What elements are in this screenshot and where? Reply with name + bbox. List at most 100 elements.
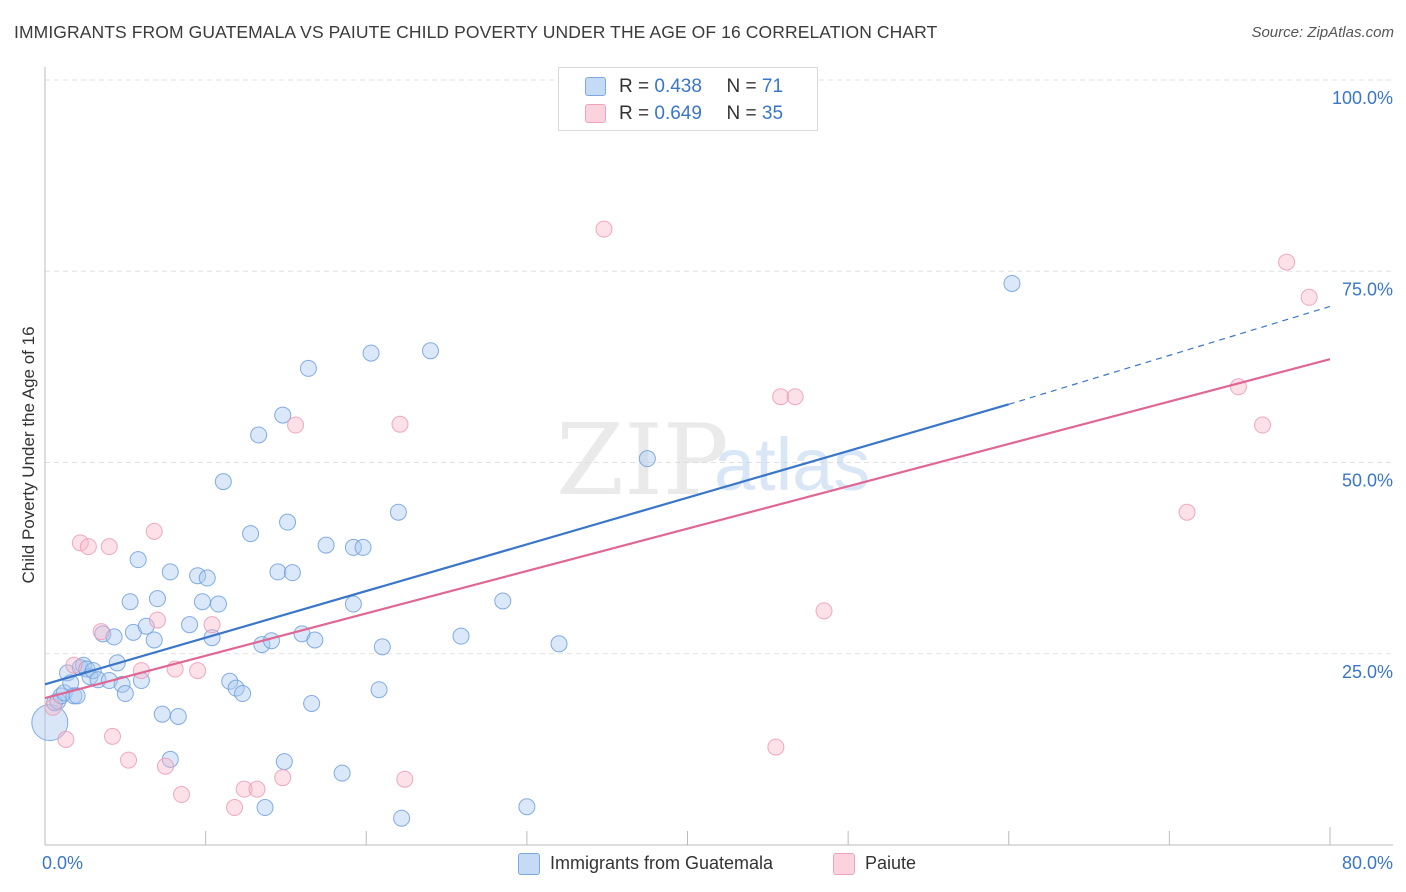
watermark-zip: ZIP (556, 404, 729, 518)
point-guatemala (1003, 274, 1021, 292)
watermark: ZIP atlas (556, 404, 870, 518)
point-guatemala (193, 593, 211, 611)
tick-labels: 25.0% 50.0% 75.0% 100.0% 0.0% 80.0% (42, 88, 1393, 873)
point-guatemala (105, 628, 123, 646)
point-guatemala (116, 685, 134, 703)
point-paiute (287, 416, 305, 434)
legend-swatch-pink (585, 104, 606, 123)
point-guatemala (422, 342, 439, 360)
point-guatemala (209, 595, 227, 613)
y-tick-label: 75.0% (1342, 279, 1393, 299)
point-guatemala (214, 473, 232, 491)
point-guatemala (362, 344, 380, 362)
point-paiute (595, 220, 613, 238)
legend-stats: R = 0.438 N = 71 R = 0.649 N = 35 (558, 67, 818, 131)
point-guatemala (274, 406, 292, 424)
y-tick-label: 100.0% (1332, 88, 1393, 108)
point-paiute (79, 538, 97, 556)
point-guatemala (221, 672, 239, 690)
point-guatemala (269, 563, 287, 581)
legend-swatch-pink (833, 853, 855, 875)
legend-r-value: 0.649 (654, 103, 702, 124)
point-paiute (65, 656, 83, 674)
point-guatemala (299, 359, 317, 377)
point-paiute (396, 770, 414, 788)
point-paiute (815, 602, 833, 620)
point-paiute (772, 388, 790, 406)
point-guatemala (279, 513, 297, 531)
point-paiute (1254, 416, 1272, 434)
point-paiute (189, 662, 207, 680)
point-paiute (203, 616, 221, 634)
point-guatemala (344, 595, 362, 613)
trend-line-guatemala (44, 403, 1010, 686)
point-paiute (1178, 503, 1196, 521)
point-guatemala (275, 753, 293, 771)
point-paiute (235, 780, 253, 798)
point-guatemala (638, 450, 656, 468)
point-guatemala (234, 685, 252, 703)
point-paiute (148, 611, 166, 629)
data-points (31, 220, 1318, 827)
point-guatemala (129, 551, 147, 569)
point-paiute (120, 751, 138, 769)
legend-series: Immigrants from Guatemala Paiute (0, 852, 1406, 878)
axes (44, 67, 1393, 846)
point-guatemala (373, 638, 391, 656)
point-guatemala (389, 503, 407, 521)
point-guatemala (31, 704, 69, 742)
point-guatemala (153, 705, 171, 723)
point-guatemala (550, 635, 568, 653)
point-guatemala (250, 426, 268, 444)
point-paiute (92, 623, 110, 641)
point-guatemala (494, 592, 512, 610)
legend-r-value: 0.438 (654, 76, 702, 97)
point-paiute (156, 757, 174, 775)
legend-n-label: N = (726, 76, 757, 97)
point-guatemala (354, 538, 372, 556)
point-paiute (173, 786, 191, 804)
point-guatemala (198, 569, 216, 587)
point-paiute (248, 780, 266, 798)
legend-n-label: N = (726, 103, 757, 124)
point-paiute (44, 698, 62, 716)
x-tick-label: 0.0% (42, 853, 83, 873)
point-guatemala (303, 694, 321, 712)
point-guatemala (518, 798, 536, 816)
point-paiute (786, 388, 804, 406)
legend-n-value: 35 (761, 103, 784, 124)
point-guatemala (370, 681, 388, 699)
point-guatemala (393, 809, 411, 827)
point-guatemala (306, 631, 324, 649)
legend-r-label: R = (619, 103, 650, 124)
point-paiute (100, 538, 118, 556)
point-guatemala (333, 764, 351, 782)
y-tick-label: 50.0% (1342, 471, 1393, 491)
point-guatemala (242, 525, 260, 543)
point-guatemala (452, 627, 470, 645)
grid-lines (45, 79, 1393, 655)
point-guatemala (344, 538, 362, 556)
point-paiute (145, 522, 163, 540)
point-guatemala (283, 564, 301, 582)
point-paiute (226, 799, 244, 817)
point-guatemala (256, 799, 274, 817)
legend-swatch-blue (585, 77, 606, 96)
trend-line-paiute (44, 358, 1331, 700)
watermark-atlas: atlas (714, 423, 870, 506)
point-paiute (767, 738, 785, 756)
chart-title: IMMIGRANTS FROM GUATEMALA VS PAIUTE CHIL… (14, 22, 938, 42)
point-guatemala (113, 675, 131, 693)
trend-lines (44, 305, 1331, 700)
legend-r-label: R = (619, 76, 650, 97)
point-paiute (1278, 253, 1296, 271)
legend-swatch-blue (518, 853, 540, 875)
legend-label: Immigrants from Guatemala (550, 853, 774, 873)
point-guatemala (161, 563, 179, 581)
point-guatemala (169, 707, 187, 725)
point-paiute (1300, 288, 1318, 306)
point-paiute (71, 534, 89, 552)
point-paiute (391, 415, 409, 433)
point-guatemala (317, 536, 335, 554)
